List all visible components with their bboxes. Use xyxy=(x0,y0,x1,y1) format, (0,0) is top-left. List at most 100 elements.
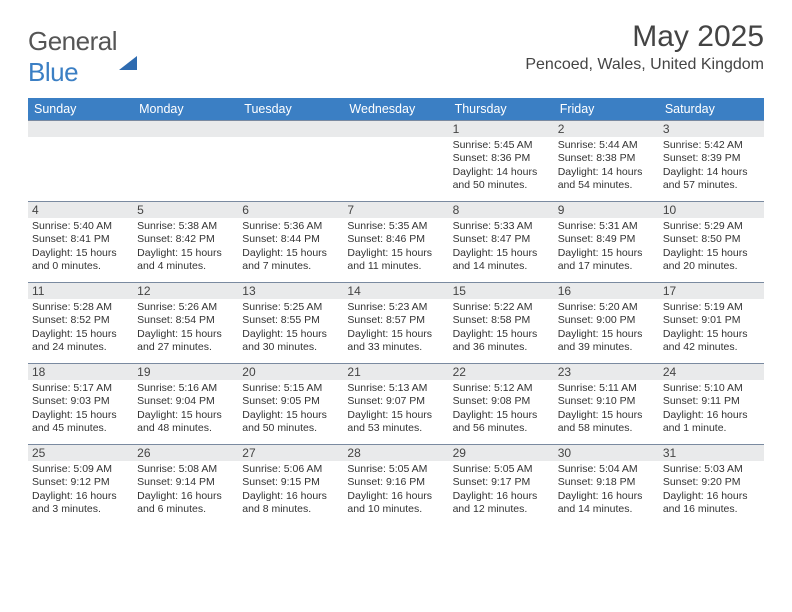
weekday-header-row: SundayMondayTuesdayWednesdayThursdayFrid… xyxy=(28,98,764,120)
day-details-cell: Sunrise: 5:38 AMSunset: 8:42 PMDaylight:… xyxy=(133,218,238,282)
day-details-cell: Sunrise: 5:19 AMSunset: 9:01 PMDaylight:… xyxy=(659,299,764,363)
daynum-row: 11121314151617 xyxy=(28,282,764,299)
day-details-cell: Sunrise: 5:10 AMSunset: 9:11 PMDaylight:… xyxy=(659,380,764,444)
day-number-cell: 6 xyxy=(238,201,343,218)
details-row: Sunrise: 5:28 AMSunset: 8:52 PMDaylight:… xyxy=(28,299,764,363)
logo-triangle-icon xyxy=(119,26,137,70)
day-number-cell: 2 xyxy=(554,120,659,137)
day-details-cell: Sunrise: 5:03 AMSunset: 9:20 PMDaylight:… xyxy=(659,461,764,525)
day-details-cell: Sunrise: 5:08 AMSunset: 9:14 PMDaylight:… xyxy=(133,461,238,525)
day-number-cell: 23 xyxy=(554,363,659,380)
calendar-page: General Blue May 2025 Pencoed, Wales, Un… xyxy=(0,0,792,525)
details-row: Sunrise: 5:09 AMSunset: 9:12 PMDaylight:… xyxy=(28,461,764,525)
day-details-cell: Sunrise: 5:11 AMSunset: 9:10 PMDaylight:… xyxy=(554,380,659,444)
day-details-cell: Sunrise: 5:44 AMSunset: 8:38 PMDaylight:… xyxy=(554,137,659,201)
day-details-cell: Sunrise: 5:36 AMSunset: 8:44 PMDaylight:… xyxy=(238,218,343,282)
daynum-row: 18192021222324 xyxy=(28,363,764,380)
day-number-cell: 13 xyxy=(238,282,343,299)
calendar-body: 123Sunrise: 5:45 AMSunset: 8:36 PMDaylig… xyxy=(28,120,764,525)
location-subtitle: Pencoed, Wales, United Kingdom xyxy=(525,56,764,74)
logo-word2: Blue xyxy=(28,57,78,87)
weekday-header: Wednesday xyxy=(343,98,448,120)
day-details-cell: Sunrise: 5:29 AMSunset: 8:50 PMDaylight:… xyxy=(659,218,764,282)
day-number-cell: 16 xyxy=(554,282,659,299)
weekday-header: Friday xyxy=(554,98,659,120)
day-details-cell: Sunrise: 5:26 AMSunset: 8:54 PMDaylight:… xyxy=(133,299,238,363)
day-number-cell xyxy=(28,120,133,137)
day-details-cell: Sunrise: 5:45 AMSunset: 8:36 PMDaylight:… xyxy=(449,137,554,201)
details-row: Sunrise: 5:17 AMSunset: 9:03 PMDaylight:… xyxy=(28,380,764,444)
day-number-cell: 15 xyxy=(449,282,554,299)
title-block: May 2025 Pencoed, Wales, United Kingdom xyxy=(525,20,764,74)
day-number-cell: 30 xyxy=(554,444,659,461)
day-number-cell xyxy=(343,120,448,137)
day-number-cell: 7 xyxy=(343,201,448,218)
weekday-header: Saturday xyxy=(659,98,764,120)
day-number-cell: 5 xyxy=(133,201,238,218)
day-number-cell: 3 xyxy=(659,120,764,137)
logo-word1: General xyxy=(28,26,117,56)
day-number-cell: 31 xyxy=(659,444,764,461)
day-number-cell: 24 xyxy=(659,363,764,380)
day-details-cell: Sunrise: 5:42 AMSunset: 8:39 PMDaylight:… xyxy=(659,137,764,201)
weekday-header: Tuesday xyxy=(238,98,343,120)
day-number-cell: 28 xyxy=(343,444,448,461)
day-details-cell: Sunrise: 5:33 AMSunset: 8:47 PMDaylight:… xyxy=(449,218,554,282)
logo: General Blue xyxy=(28,26,137,88)
day-details-cell: Sunrise: 5:05 AMSunset: 9:16 PMDaylight:… xyxy=(343,461,448,525)
day-details-cell xyxy=(133,137,238,201)
day-number-cell: 14 xyxy=(343,282,448,299)
day-details-cell: Sunrise: 5:15 AMSunset: 9:05 PMDaylight:… xyxy=(238,380,343,444)
month-title: May 2025 xyxy=(525,20,764,54)
day-details-cell xyxy=(238,137,343,201)
calendar-grid: SundayMondayTuesdayWednesdayThursdayFrid… xyxy=(28,98,764,525)
day-number-cell: 10 xyxy=(659,201,764,218)
daynum-row: 25262728293031 xyxy=(28,444,764,461)
day-details-cell: Sunrise: 5:35 AMSunset: 8:46 PMDaylight:… xyxy=(343,218,448,282)
day-details-cell: Sunrise: 5:20 AMSunset: 9:00 PMDaylight:… xyxy=(554,299,659,363)
weekday-header: Thursday xyxy=(449,98,554,120)
logo-text: General Blue xyxy=(28,26,137,88)
day-number-cell: 22 xyxy=(449,363,554,380)
page-header: General Blue May 2025 Pencoed, Wales, Un… xyxy=(28,20,764,88)
day-details-cell: Sunrise: 5:09 AMSunset: 9:12 PMDaylight:… xyxy=(28,461,133,525)
day-number-cell xyxy=(133,120,238,137)
day-number-cell: 27 xyxy=(238,444,343,461)
day-number-cell: 4 xyxy=(28,201,133,218)
day-number-cell: 25 xyxy=(28,444,133,461)
day-details-cell: Sunrise: 5:05 AMSunset: 9:17 PMDaylight:… xyxy=(449,461,554,525)
day-details-cell: Sunrise: 5:25 AMSunset: 8:55 PMDaylight:… xyxy=(238,299,343,363)
day-number-cell: 8 xyxy=(449,201,554,218)
day-details-cell: Sunrise: 5:23 AMSunset: 8:57 PMDaylight:… xyxy=(343,299,448,363)
day-number-cell: 11 xyxy=(28,282,133,299)
day-details-cell: Sunrise: 5:40 AMSunset: 8:41 PMDaylight:… xyxy=(28,218,133,282)
weekday-header: Sunday xyxy=(28,98,133,120)
day-details-cell xyxy=(343,137,448,201)
day-details-cell: Sunrise: 5:16 AMSunset: 9:04 PMDaylight:… xyxy=(133,380,238,444)
daynum-row: 123 xyxy=(28,120,764,137)
day-details-cell: Sunrise: 5:06 AMSunset: 9:15 PMDaylight:… xyxy=(238,461,343,525)
day-number-cell: 21 xyxy=(343,363,448,380)
details-row: Sunrise: 5:45 AMSunset: 8:36 PMDaylight:… xyxy=(28,137,764,201)
day-number-cell: 19 xyxy=(133,363,238,380)
day-details-cell xyxy=(28,137,133,201)
day-details-cell: Sunrise: 5:04 AMSunset: 9:18 PMDaylight:… xyxy=(554,461,659,525)
day-number-cell: 26 xyxy=(133,444,238,461)
day-details-cell: Sunrise: 5:12 AMSunset: 9:08 PMDaylight:… xyxy=(449,380,554,444)
day-number-cell: 29 xyxy=(449,444,554,461)
day-number-cell: 9 xyxy=(554,201,659,218)
day-number-cell: 17 xyxy=(659,282,764,299)
day-number-cell: 1 xyxy=(449,120,554,137)
day-details-cell: Sunrise: 5:17 AMSunset: 9:03 PMDaylight:… xyxy=(28,380,133,444)
day-details-cell: Sunrise: 5:28 AMSunset: 8:52 PMDaylight:… xyxy=(28,299,133,363)
day-number-cell: 18 xyxy=(28,363,133,380)
daynum-row: 45678910 xyxy=(28,201,764,218)
day-details-cell: Sunrise: 5:31 AMSunset: 8:49 PMDaylight:… xyxy=(554,218,659,282)
day-details-cell: Sunrise: 5:13 AMSunset: 9:07 PMDaylight:… xyxy=(343,380,448,444)
details-row: Sunrise: 5:40 AMSunset: 8:41 PMDaylight:… xyxy=(28,218,764,282)
day-details-cell: Sunrise: 5:22 AMSunset: 8:58 PMDaylight:… xyxy=(449,299,554,363)
day-number-cell: 12 xyxy=(133,282,238,299)
day-number-cell xyxy=(238,120,343,137)
day-number-cell: 20 xyxy=(238,363,343,380)
weekday-header: Monday xyxy=(133,98,238,120)
